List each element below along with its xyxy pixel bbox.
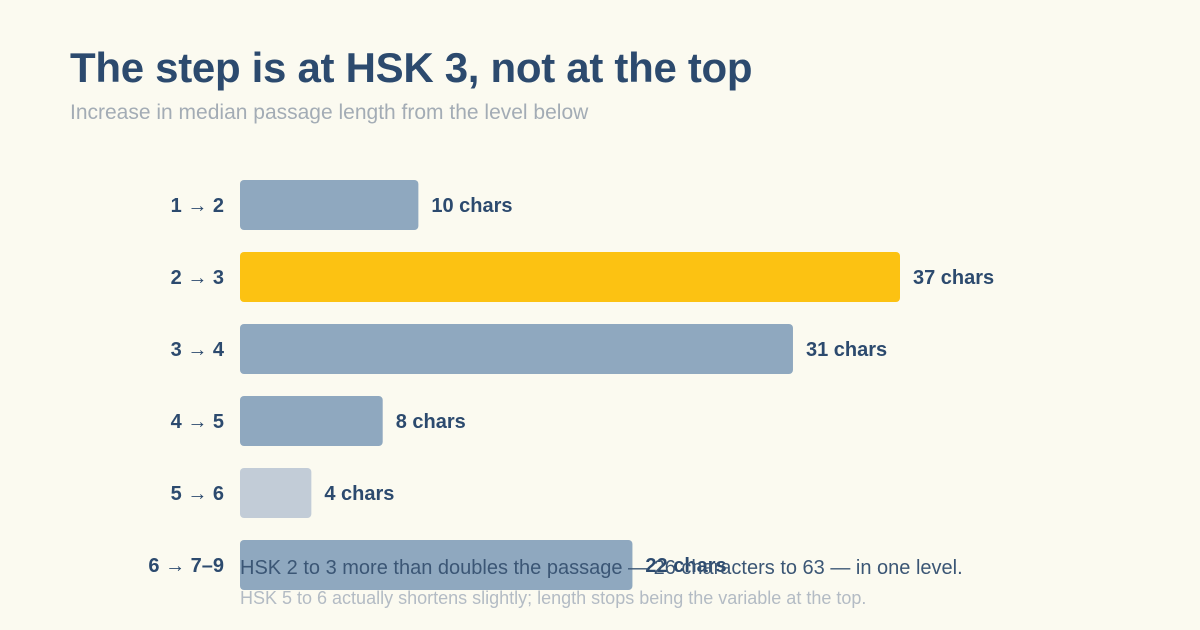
category-label: 2 → 3: [171, 267, 224, 289]
value-label: 10 chars: [431, 195, 512, 217]
bar: [240, 468, 312, 518]
value-label: 31 chars: [806, 339, 887, 361]
value-label: 37 chars: [913, 267, 994, 289]
bar: [240, 324, 793, 374]
bar: [240, 540, 633, 590]
value-label: 8 chars: [396, 411, 466, 433]
note-line-1: HSK 2 to 3 more than doubles the passage…: [240, 557, 963, 579]
category-label: 4 → 5: [171, 411, 224, 433]
category-label: 1 → 2: [171, 195, 224, 217]
category-label: 5 → 6: [171, 483, 224, 505]
bar: [240, 252, 900, 302]
bar: [240, 396, 383, 446]
chart-title: The step is at HSK 3, not at the top: [70, 44, 753, 91]
value-label: 4 chars: [324, 483, 394, 505]
category-label: 6 → 7–9: [148, 555, 224, 577]
bar: [240, 180, 419, 230]
value-label: 22 chars: [645, 555, 726, 577]
chart-subtitle: Increase in median passage length from t…: [70, 101, 589, 124]
category-label: 3 → 4: [171, 339, 225, 361]
note-line-2: HSK 5 to 6 actually shortens slightly; l…: [240, 588, 867, 608]
